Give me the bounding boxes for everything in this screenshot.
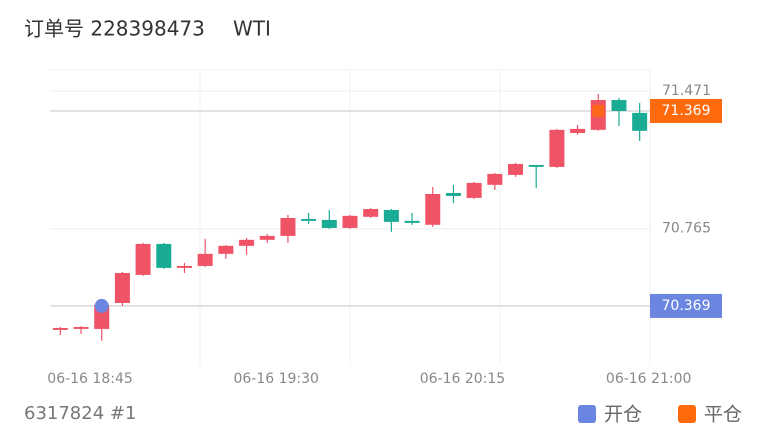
x-tick-label: 06-16 18:45 — [47, 371, 132, 387]
x-tick-label: 06-16 21:00 — [606, 371, 691, 387]
candle-body — [632, 112, 648, 131]
candle-body — [487, 173, 503, 185]
candle-body — [383, 209, 399, 222]
price-label: 70.369 — [662, 298, 711, 314]
open-marker — [94, 298, 109, 313]
legend-label: 平仓 — [704, 404, 742, 426]
close-marker — [592, 104, 605, 117]
candle-body — [549, 129, 565, 167]
candle-body — [404, 220, 420, 223]
x-tick-label: 06-16 20:15 — [420, 371, 505, 387]
legend-swatch — [678, 405, 696, 423]
candle-body — [363, 209, 379, 217]
footer-id: 6317824 #1 — [24, 403, 136, 424]
candle-body — [425, 194, 441, 225]
candle-body — [570, 128, 586, 133]
candle-body — [445, 193, 461, 196]
candle-body — [135, 243, 151, 275]
candle-body — [528, 164, 544, 167]
candle-body — [342, 215, 358, 228]
legend-swatch — [578, 405, 596, 423]
candle-body — [321, 219, 337, 228]
price-box — [650, 293, 722, 318]
candle-body — [114, 272, 130, 303]
candle-body — [52, 327, 68, 330]
y-tick-label: 70.765 — [662, 221, 711, 237]
price-label: 71.369 — [662, 103, 711, 119]
legend-label: 开仓 — [604, 404, 642, 426]
candle-body — [176, 265, 192, 268]
candle-body — [301, 218, 317, 221]
x-tick-label: 06-16 19:30 — [233, 371, 318, 387]
order-title: 订单号 228398473 — [24, 17, 205, 41]
candle-body — [280, 217, 296, 236]
y-tick-label: 71.471 — [662, 83, 711, 99]
candle-body — [197, 253, 213, 266]
candle-body — [508, 163, 524, 175]
price-box — [650, 98, 722, 123]
candle-body — [239, 239, 255, 246]
candle-body — [466, 182, 482, 198]
candle-body — [156, 243, 172, 268]
candle-body — [73, 326, 89, 329]
candle-body — [259, 235, 275, 240]
symbol: WTI — [233, 17, 271, 41]
candle-body — [611, 100, 627, 111]
candle-body — [218, 245, 234, 254]
